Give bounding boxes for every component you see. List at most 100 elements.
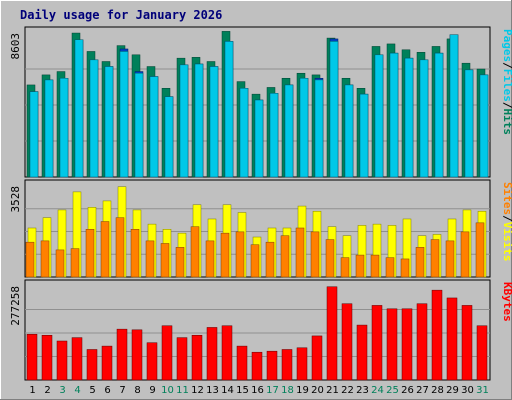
legend-entry-visits-sites-1: / <box>501 215 512 222</box>
bar-files-30 <box>464 69 474 178</box>
bar-kbytes-30 <box>461 305 473 381</box>
bar-sites-18 <box>280 235 290 278</box>
bar-files-29 <box>449 34 459 178</box>
bar-files-5 <box>89 59 99 178</box>
bar-sites-4 <box>70 248 80 278</box>
bar-kbytes-1 <box>26 333 38 381</box>
bar-kbytes-27 <box>416 303 428 381</box>
xtick-28: 28 <box>431 385 444 396</box>
bar-kbytes-20 <box>311 335 323 381</box>
bar-files-22 <box>344 84 354 178</box>
xtick-26: 26 <box>401 385 414 396</box>
bar-sites-29 <box>445 240 455 278</box>
bar-kbytes-25 <box>386 308 398 381</box>
xtick-24: 24 <box>371 385 384 396</box>
bar-sites-17 <box>265 241 275 278</box>
xtick-12: 12 <box>191 385 204 396</box>
bar-sites-12 <box>190 226 200 278</box>
xtick-2: 2 <box>44 385 50 396</box>
bar-kbytes-12 <box>191 334 203 381</box>
legend-entry-hits-files-pages-0: Pages <box>501 29 512 62</box>
legend-visits-sites: Sites/Visits <box>501 182 512 262</box>
bar-sites-10 <box>160 243 170 278</box>
bar-sites-11 <box>175 247 185 278</box>
bar-files-27 <box>419 59 429 178</box>
bar-sites-2 <box>40 240 50 278</box>
xtick-18: 18 <box>281 385 294 396</box>
bar-kbytes-31 <box>476 325 488 381</box>
legend-entry-visits-sites-0: Sites <box>501 182 512 215</box>
bar-files-3 <box>59 77 69 178</box>
legend-hits-files-pages: Pages/Files/Hits <box>501 29 512 135</box>
xtick-6: 6 <box>104 385 110 396</box>
bar-sites-9 <box>145 240 155 278</box>
bar-sites-22 <box>340 257 350 278</box>
ymax-label-hits-files-pages: 8603 <box>9 33 22 60</box>
bar-files-24 <box>374 54 384 178</box>
bar-sites-25 <box>385 257 395 278</box>
bar-kbytes-15 <box>236 345 248 381</box>
legend-kbytes: KBytes <box>501 282 512 322</box>
bar-sites-8 <box>130 229 140 278</box>
bar-kbytes-4 <box>71 337 83 381</box>
xtick-1: 1 <box>29 385 35 396</box>
bar-files-10 <box>164 96 174 178</box>
bar-kbytes-7 <box>116 328 128 381</box>
xtick-31: 31 <box>476 385 489 396</box>
bar-kbytes-24 <box>371 305 383 381</box>
xtick-30: 30 <box>461 385 474 396</box>
legend-entry-hits-files-pages-1: / <box>501 62 512 69</box>
bar-files-23 <box>359 93 369 178</box>
bar-files-4 <box>74 39 84 178</box>
bar-files-19 <box>299 77 309 178</box>
bar-files-31 <box>479 74 489 178</box>
xtick-16: 16 <box>251 385 264 396</box>
ymax-label-kbytes: 277258 <box>9 286 22 326</box>
xtick-20: 20 <box>311 385 324 396</box>
bar-kbytes-21 <box>326 286 338 381</box>
xtick-29: 29 <box>446 385 459 396</box>
bar-sites-27 <box>415 247 425 278</box>
bar-files-6 <box>104 66 114 178</box>
bar-sites-20 <box>310 231 320 278</box>
bar-sites-5 <box>85 229 95 278</box>
xtick-5: 5 <box>89 385 95 396</box>
xtick-13: 13 <box>206 385 219 396</box>
bar-kbytes-2 <box>41 334 53 381</box>
legend-entry-hits-files-pages-2: Files <box>501 69 512 102</box>
bar-files-15 <box>239 88 249 178</box>
xtick-14: 14 <box>221 385 234 396</box>
bar-files-20 <box>314 79 324 178</box>
bar-sites-1 <box>25 241 35 278</box>
xtick-7: 7 <box>119 385 125 396</box>
bar-kbytes-18 <box>281 349 293 381</box>
bar-files-7 <box>119 51 129 178</box>
bar-sites-14 <box>220 232 230 278</box>
bar-sites-23 <box>355 254 365 278</box>
xtick-17: 17 <box>266 385 279 396</box>
bar-files-2 <box>44 79 54 178</box>
bar-sites-13 <box>205 240 215 278</box>
bar-sites-28 <box>430 239 440 278</box>
bar-kbytes-22 <box>341 303 353 381</box>
bar-files-12 <box>194 63 204 178</box>
xtick-10: 10 <box>161 385 174 396</box>
xtick-3: 3 <box>59 385 65 396</box>
bar-files-16 <box>254 99 264 178</box>
xtick-9: 9 <box>149 385 155 396</box>
xtick-25: 25 <box>386 385 399 396</box>
bar-kbytes-9 <box>146 342 158 381</box>
bar-files-17 <box>269 93 279 178</box>
bar-sites-7 <box>115 217 125 278</box>
bar-sites-3 <box>55 249 65 278</box>
bar-kbytes-10 <box>161 325 173 381</box>
bar-kbytes-17 <box>266 350 278 381</box>
bar-kbytes-29 <box>446 297 458 381</box>
bar-kbytes-8 <box>131 329 143 381</box>
bar-kbytes-14 <box>221 325 233 381</box>
xtick-19: 19 <box>296 385 309 396</box>
bar-files-28 <box>434 52 444 178</box>
xtick-8: 8 <box>134 385 140 396</box>
bar-files-18 <box>284 84 294 178</box>
bar-sites-30 <box>460 231 470 278</box>
